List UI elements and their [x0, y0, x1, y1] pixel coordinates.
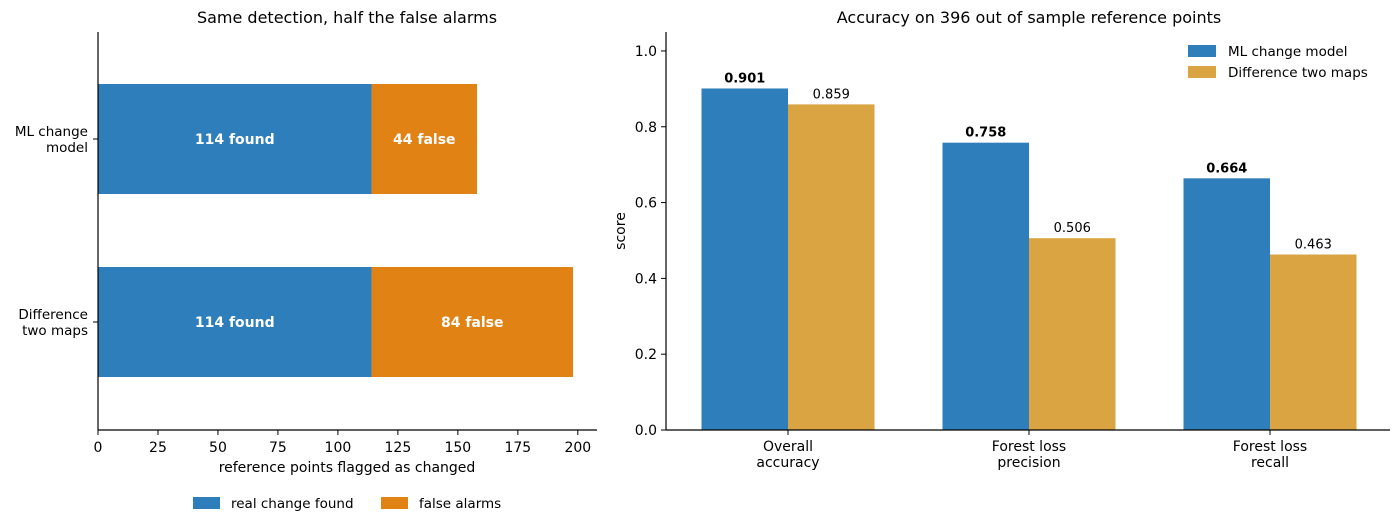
right-bar-value-label-ml-0: 0.901: [724, 71, 765, 86]
right-bar-value-label-ml-2: 0.664: [1206, 161, 1247, 176]
left-x-tick-label: 175: [504, 440, 531, 456]
left-x-tick-label: 0: [94, 440, 103, 456]
left-x-ticks: 0 25 50 75 100 125 150 175 200: [94, 430, 591, 456]
left-legend: real change found false alarms: [193, 496, 501, 512]
left-x-tick-label: 75: [269, 440, 287, 456]
right-bar-value-label-ml-1: 0.758: [965, 126, 1006, 141]
left-y-categories: ML change model Difference two maps: [15, 124, 98, 339]
left-x-tick-label: 200: [564, 440, 591, 456]
right-y-tick-label: 0.4: [635, 271, 657, 287]
legend-swatch-ml-change-model: [1188, 45, 1216, 57]
right-bar-value-label-diff-0: 0.859: [813, 87, 850, 102]
left-bar-found-1: [98, 267, 372, 377]
left-x-axis-label: reference points flagged as changed: [219, 460, 476, 476]
legend-label-real-change: real change found: [231, 496, 354, 512]
right-y-tick-label: 0.6: [635, 196, 657, 212]
left-bar-false-0: [371, 84, 478, 194]
right-x-category-label: Overall accuracy: [756, 439, 819, 471]
right-chart-title: Accuracy on 396 out of sample reference …: [837, 8, 1221, 27]
right-bar-ml-1: [942, 142, 1029, 431]
right-bar-value-label-diff-1: 0.506: [1054, 221, 1091, 236]
left-bars: 114 found 44 false 114 found 84 false: [98, 84, 574, 377]
right-bars: 0.901 0.859 0.758 0.506 0.664 0.463: [701, 71, 1357, 431]
left-bar-label-false-0: 44 false: [393, 132, 456, 148]
legend-label-difference-two-maps: Difference two maps: [1228, 65, 1368, 81]
right-bar-ml-2: [1183, 178, 1270, 430]
right-x-category-label: Forest loss recall: [1233, 439, 1307, 471]
right-chart: Accuracy on 396 out of sample reference …: [613, 8, 1390, 471]
legend-swatch-false-alarms: [381, 497, 408, 509]
left-x-tick-label: 50: [209, 440, 227, 456]
legend-swatch-real-change: [193, 497, 220, 509]
right-bar-diff-0: [788, 104, 875, 430]
right-bar-value-label-diff-2: 0.463: [1295, 238, 1332, 253]
right-y-axis-label: score: [613, 212, 629, 250]
right-y-tick-label: 1.0: [635, 44, 657, 60]
right-x-categories: Overall accuracy Forest loss precision Fores…: [756, 430, 1307, 471]
left-bar-false-1: [371, 267, 574, 377]
left-x-tick-label: 150: [444, 440, 471, 456]
left-chart-title: Same detection, half the false alarms: [197, 8, 497, 27]
left-x-tick-label: 125: [385, 440, 412, 456]
right-bar-diff-1: [1029, 238, 1116, 430]
left-bar-found-0: [98, 84, 372, 194]
right-y-ticks: 0.0 0.2 0.4 0.6 0.8 1.0: [635, 44, 666, 439]
right-y-tick-label: 0.2: [635, 347, 657, 363]
left-bar-label-found-0: 114 found: [195, 132, 275, 148]
legend-label-false-alarms: false alarms: [419, 496, 501, 512]
left-bar-label-found-1: 114 found: [195, 315, 275, 331]
right-legend: ML change model Difference two maps: [1188, 44, 1368, 81]
right-bar-ml-0: [701, 88, 788, 431]
right-y-tick-label: 0.8: [635, 120, 657, 136]
legend-swatch-difference-two-maps: [1188, 66, 1216, 78]
left-x-tick-label: 100: [325, 440, 352, 456]
right-bar-diff-2: [1270, 254, 1357, 430]
right-y-tick-label: 0.0: [635, 423, 657, 439]
left-chart: Same detection, half the false alarms 11…: [15, 8, 597, 512]
left-bar-label-false-1: 84 false: [441, 315, 504, 331]
right-x-category-label: Forest loss precision: [992, 439, 1066, 471]
left-x-tick-label: 25: [149, 440, 167, 456]
left-y-category-label: ML change model: [15, 124, 88, 156]
left-y-category-label: Difference two maps: [18, 307, 88, 339]
legend-label-ml-change-model: ML change model: [1228, 44, 1347, 60]
